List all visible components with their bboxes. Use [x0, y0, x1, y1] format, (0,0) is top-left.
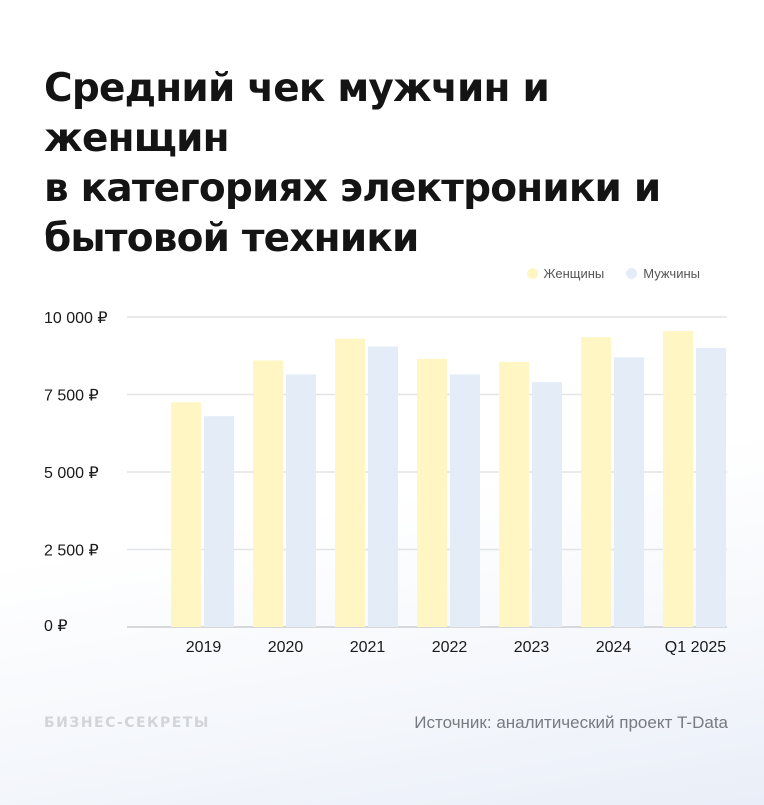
bar-women [335, 338, 365, 627]
bar-men [696, 348, 726, 627]
bars [171, 330, 726, 627]
bar-men [368, 346, 398, 627]
y-axis-labels: 0 ₽ 2 500 ₽ 5 000 ₽ 7 500 ₽ 10 000 ₽ [44, 310, 108, 635]
chart-title: Средний чек мужчин и женщин в категориях… [44, 64, 744, 264]
x-tick-label: 2024 [596, 639, 632, 656]
legend-item-women: Женщины [526, 266, 605, 281]
brand-logo: БИЗНЕС-СЕКРЕТЫ [44, 715, 210, 731]
x-tick-label: 2022 [432, 639, 468, 656]
bar-men [286, 374, 316, 627]
bar-men [204, 416, 234, 627]
x-tick-label: 2019 [186, 639, 222, 656]
legend-swatch-women [526, 268, 538, 279]
bar-women [253, 360, 283, 627]
bar-men [450, 374, 480, 627]
source-note: Источник: аналитический проект T-Data [414, 713, 728, 732]
legend-label-men: Мужчины [643, 266, 700, 281]
bar-women [417, 358, 447, 627]
x-tick-label: 2021 [350, 639, 386, 656]
x-tick-label: Q1 2025 [665, 639, 726, 656]
title-line-2: в категориях электроники и [44, 166, 661, 211]
title-line-1: Средний чек мужчин и женщин [44, 66, 550, 161]
y-tick-label: 2 500 ₽ [44, 543, 99, 560]
y-tick-label: 7 500 ₽ [44, 388, 99, 405]
x-axis-labels: 2019 2020 2021 2022 2023 2024 Q1 2025 [186, 639, 727, 656]
bar-women [499, 361, 529, 627]
bar-chart: 0 ₽ 2 500 ₽ 5 000 ₽ 7 500 ₽ 10 000 ₽ 2019 202… [44, 310, 727, 656]
bar-men [532, 382, 562, 627]
bar-women [663, 330, 693, 627]
x-tick-label: 2023 [514, 639, 550, 656]
bar-women [581, 337, 611, 627]
y-tick-label: 0 ₽ [44, 618, 68, 635]
chart-legend: Женщины Мужчины [526, 266, 700, 281]
title-line-3: бытовой техники [44, 216, 419, 261]
legend-label-women: Женщины [543, 266, 605, 281]
legend-item-men: Мужчины [626, 266, 700, 281]
legend-swatch-men [626, 268, 638, 279]
x-tick-label: 2020 [268, 639, 304, 656]
y-tick-label: 5 000 ₽ [44, 465, 99, 482]
bar-men [614, 357, 644, 627]
bar-women [171, 402, 201, 627]
y-tick-label: 10 000 ₽ [44, 310, 108, 327]
